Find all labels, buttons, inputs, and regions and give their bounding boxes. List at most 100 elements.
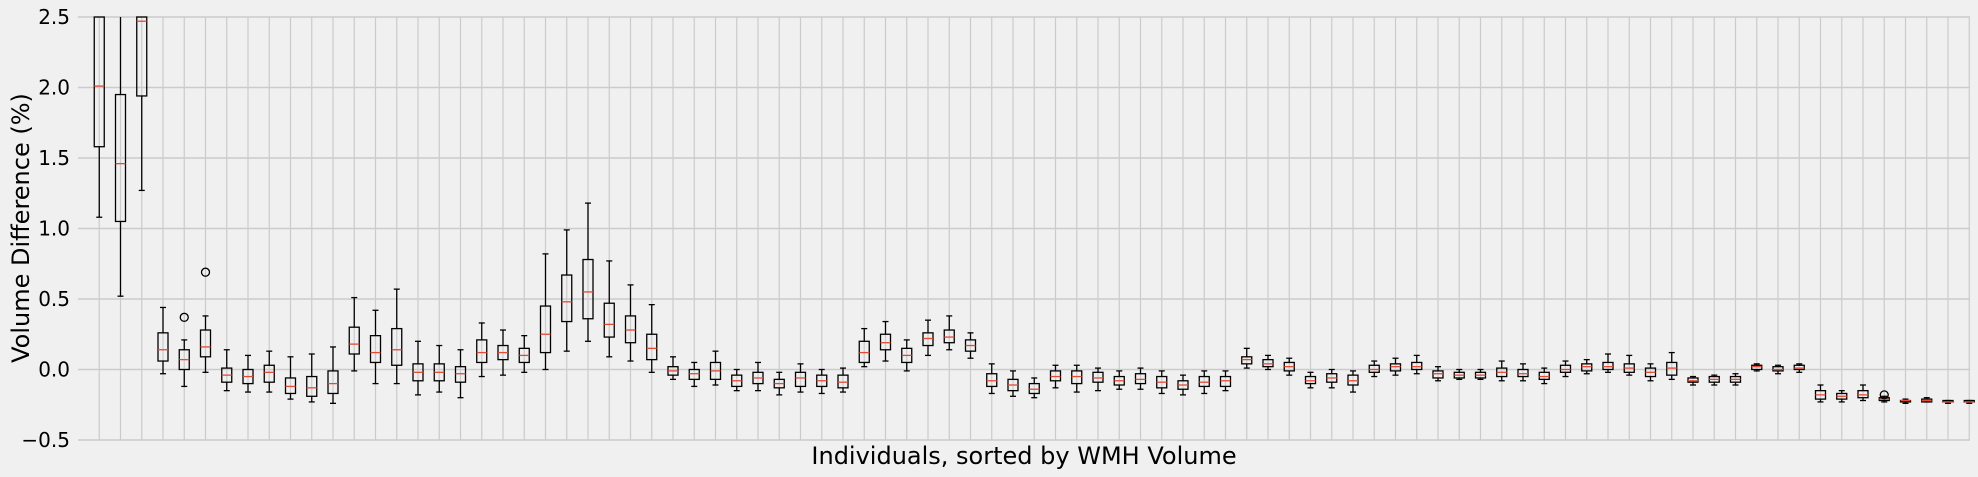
box-iqr: [1793, 364, 1805, 371]
box-item: [624, 284, 637, 362]
box-iqr: [1666, 361, 1678, 376]
box-item: [1687, 375, 1699, 386]
box-item: [1156, 370, 1168, 395]
x-axis-label: Individuals, sorted by WMH Volume: [811, 442, 1236, 470]
box-item: [348, 296, 360, 372]
box-item: [1113, 370, 1125, 390]
box-item: [773, 371, 785, 396]
box-item: [1666, 351, 1678, 381]
box-item: [1751, 363, 1763, 372]
box-item: [603, 260, 615, 358]
box-iqr: [93, 16, 105, 148]
y-tick-label: 2.5: [38, 5, 70, 29]
box-iqr: [1071, 370, 1083, 385]
box-item: [667, 356, 679, 381]
box-item: [1602, 353, 1614, 373]
box-iqr: [1134, 373, 1147, 385]
y-tick-label: 1.0: [38, 217, 70, 241]
box-iqr: [1559, 364, 1572, 373]
y-tick-label: 1.5: [38, 146, 70, 170]
box-iqr: [1028, 382, 1040, 395]
box-item: [1836, 389, 1848, 403]
box-iqr: [794, 371, 807, 388]
box-iqr: [1538, 371, 1550, 381]
box-item: [1198, 370, 1210, 395]
box-iqr: [1389, 363, 1402, 372]
box-iqr: [1857, 389, 1869, 399]
box-item: [1134, 367, 1147, 390]
box-iqr: [986, 373, 998, 388]
box-item: [1411, 354, 1423, 375]
box-item: [1071, 364, 1083, 393]
box-item: [731, 368, 743, 392]
outlier-point: [200, 267, 211, 277]
box-item: [986, 363, 998, 395]
box-item: [901, 339, 913, 372]
box-iqr: [1262, 358, 1274, 368]
box-item: [1772, 364, 1784, 375]
box-item: [1496, 360, 1508, 382]
box-item: [688, 361, 700, 388]
box-item: [1581, 358, 1593, 375]
box-item: [879, 320, 892, 362]
box-item: [1517, 363, 1529, 382]
box-iqr: [1411, 361, 1423, 371]
box-iqr: [582, 258, 594, 320]
box-item: [114, 17, 127, 297]
box-iqr: [1517, 368, 1529, 378]
box-iqr: [327, 370, 339, 395]
box-iqr: [1581, 363, 1593, 372]
y-tick-label: −0.5: [21, 428, 70, 452]
box-item: [1899, 398, 1912, 404]
box-item: [922, 319, 934, 357]
box-item: [1474, 368, 1487, 381]
box-iqr: [1368, 364, 1380, 373]
box-iqr: [1219, 375, 1232, 388]
box-item: [497, 329, 509, 376]
y-tick-labels: −0.5 0.0 0.5 1.0 1.5 2.0 2.5: [21, 5, 70, 452]
box-iqr: [306, 375, 318, 397]
box-item: [646, 303, 658, 373]
box-item: [136, 16, 148, 192]
y-axis-label: Volume Difference (%): [7, 93, 35, 363]
box-item: [369, 309, 382, 385]
box-item: [1262, 354, 1274, 371]
box-item: [433, 344, 445, 393]
box-iqr: [624, 315, 637, 344]
box-item: [178, 312, 190, 388]
box-iqr: [1751, 364, 1763, 371]
box-item: [327, 346, 339, 404]
box-item: [1729, 373, 1742, 386]
box-item: [1304, 371, 1317, 389]
box-item: [1028, 377, 1040, 399]
box-iqr: [348, 326, 360, 355]
box-iqr: [1347, 374, 1359, 386]
box-item: [1623, 354, 1635, 376]
box-item: [964, 332, 977, 359]
box-item: [1177, 374, 1189, 396]
box-iqr: [922, 332, 934, 347]
box-item: [794, 363, 807, 393]
box-iqr: [1092, 371, 1104, 383]
box-iqr: [646, 333, 658, 361]
box-item: [263, 350, 275, 393]
box-item: [242, 354, 254, 393]
box-iqr: [1304, 375, 1317, 385]
box-iqr: [858, 340, 870, 364]
box-item: [221, 349, 233, 392]
box-item: [306, 353, 318, 403]
box-item: [1453, 368, 1465, 381]
box-item: [1241, 347, 1253, 369]
box-item: [1878, 390, 1890, 403]
box-item: [1092, 367, 1104, 392]
box-item: [1793, 363, 1805, 373]
box-iqr: [603, 302, 615, 338]
box-item: [943, 315, 955, 351]
box-item: [582, 202, 594, 342]
box-item: [752, 361, 764, 392]
box-iqr: [1049, 370, 1062, 382]
box-item: [1921, 397, 1933, 403]
box-item: [476, 322, 488, 378]
box-item: [1368, 360, 1380, 378]
